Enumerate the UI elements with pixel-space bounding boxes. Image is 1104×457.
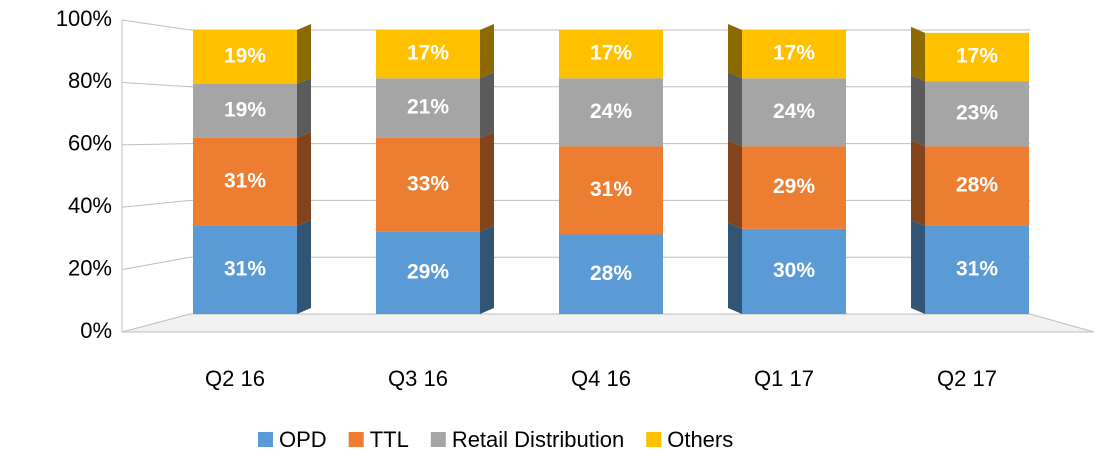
data-label: 19% <box>224 98 266 121</box>
data-label: 31% <box>224 169 266 192</box>
bar <box>559 30 663 79</box>
bar-side <box>480 24 494 79</box>
bar-side <box>480 225 494 314</box>
bar-side <box>911 26 925 82</box>
data-label: 30% <box>773 259 815 282</box>
data-label: 17% <box>407 42 449 65</box>
legend-label: OPD <box>279 427 327 452</box>
data-label: 28% <box>956 174 998 197</box>
data-label: 17% <box>773 42 815 65</box>
data-label: 31% <box>224 258 266 281</box>
data-label: 21% <box>407 96 449 119</box>
y-tick-label: 0% <box>80 318 112 343</box>
legend-swatch <box>646 432 662 447</box>
bar-side <box>297 219 311 314</box>
legend-label: TTL <box>370 427 409 452</box>
bar <box>925 32 1029 82</box>
bar <box>193 225 297 314</box>
bar-side <box>297 77 311 138</box>
legend-swatch <box>430 432 446 447</box>
bar-side <box>728 222 742 314</box>
bar-side <box>728 24 742 79</box>
bar <box>742 228 846 314</box>
bar <box>559 78 663 147</box>
data-label: 31% <box>590 178 632 201</box>
y-tick-label: 100% <box>56 6 112 31</box>
data-label: 29% <box>407 260 449 283</box>
x-tick-label: Q2 17 <box>937 366 997 391</box>
y-tick-label: 20% <box>68 255 112 280</box>
grid-line <box>121 19 1030 31</box>
bar-side <box>911 75 925 147</box>
data-label: 24% <box>590 100 632 123</box>
bar-side <box>911 140 925 226</box>
bar <box>193 30 297 84</box>
legend-label: Retail Distribution <box>452 427 624 452</box>
bar <box>193 83 297 138</box>
y-tick-label: 60% <box>68 131 112 156</box>
y-tick-label: 40% <box>68 193 112 218</box>
x-tick-label: Q1 17 <box>754 366 814 391</box>
data-label: 28% <box>590 262 632 285</box>
bar <box>376 78 480 138</box>
floor <box>121 313 1095 333</box>
x-tick-label: Q3 16 <box>388 366 448 391</box>
data-label: 31% <box>956 258 998 281</box>
bar <box>376 137 480 232</box>
bar <box>742 78 846 147</box>
data-label: 23% <box>956 101 998 124</box>
data-label: 24% <box>773 100 815 123</box>
y-tick-label: 80% <box>68 68 112 93</box>
bar <box>742 146 846 229</box>
bar-side <box>911 219 925 314</box>
x-tick-label: Q4 16 <box>571 366 631 391</box>
bar-side <box>480 72 494 138</box>
bar <box>742 30 846 79</box>
data-label: 33% <box>407 172 449 195</box>
bar <box>925 146 1029 226</box>
bar <box>925 81 1029 147</box>
bar <box>559 234 663 314</box>
bar <box>193 137 297 226</box>
x-tick-label: Q2 16 <box>205 366 265 391</box>
bar-side <box>297 131 311 226</box>
bar-side <box>728 140 742 229</box>
bar-side <box>728 72 742 147</box>
data-label: 17% <box>956 45 998 68</box>
bar <box>925 225 1029 314</box>
data-label: 29% <box>773 175 815 198</box>
bar-side <box>297 24 311 84</box>
bar-side <box>480 131 494 232</box>
legend-swatch <box>258 432 273 447</box>
bar <box>559 146 663 235</box>
bar <box>376 30 480 79</box>
legend-label: Others <box>667 427 733 452</box>
bar <box>376 231 480 314</box>
legend-swatch <box>348 432 364 447</box>
data-label: 17% <box>590 42 632 65</box>
data-label: 19% <box>224 45 266 68</box>
